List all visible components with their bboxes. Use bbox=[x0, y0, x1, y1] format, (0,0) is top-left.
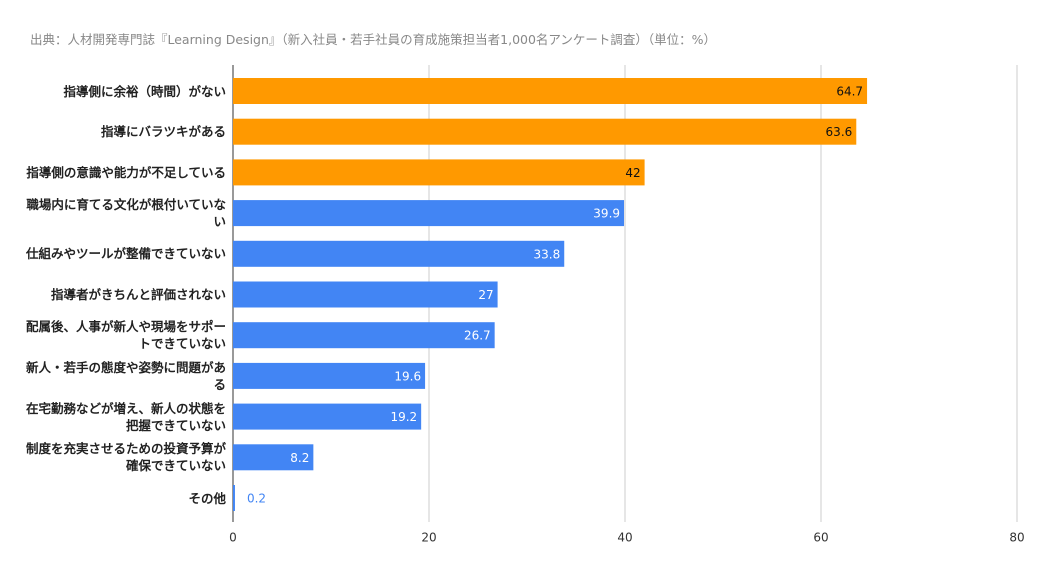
value-label: 8.2 bbox=[290, 451, 309, 465]
category-label: 配属後、人事が新人や現場をサポートできていない bbox=[26, 319, 227, 352]
bar bbox=[233, 322, 495, 349]
value-label: 0.2 bbox=[247, 492, 266, 506]
value-label: 26.7 bbox=[464, 329, 491, 343]
bar bbox=[233, 78, 868, 104]
value-label: 19.2 bbox=[390, 410, 417, 424]
category-label: 指導者がきちんと評価されない bbox=[50, 287, 226, 302]
category-label: その他 bbox=[188, 490, 226, 506]
x-tick-label: 80 bbox=[1009, 531, 1024, 545]
bar bbox=[233, 403, 422, 430]
bar bbox=[233, 444, 314, 471]
x-tick-label: 60 bbox=[813, 531, 828, 545]
bar bbox=[233, 281, 498, 308]
x-tick-label: 20 bbox=[421, 531, 436, 545]
bar bbox=[233, 200, 625, 227]
x-tick-label: 0 bbox=[229, 531, 237, 545]
value-label: 27 bbox=[478, 288, 493, 302]
category-label: 職場内に育てる文化が根付いていない bbox=[26, 197, 226, 230]
value-label: 42 bbox=[625, 166, 640, 180]
category-label: 指導側に余裕（時間）がない bbox=[63, 83, 226, 99]
chart-title: 出典：人材開発専門誌『Learning Design』（新入社員・若手社員の育成… bbox=[30, 32, 717, 47]
category-label: 制度を充実させるための投資予算が確保できていない bbox=[26, 441, 227, 474]
bar bbox=[233, 240, 565, 267]
category-label: 指導側の意識や能力が不足している bbox=[26, 164, 226, 180]
category-label: 仕組みやツールが整備できていない bbox=[26, 246, 227, 262]
value-label: 64.7 bbox=[836, 85, 863, 99]
value-label: 39.9 bbox=[593, 207, 620, 221]
bar bbox=[233, 485, 235, 511]
x-tick-label: 40 bbox=[617, 531, 632, 545]
category-label: 在宅勤務などが増え、新人の状態を把握できていない bbox=[26, 400, 227, 433]
value-label: 33.8 bbox=[534, 247, 561, 261]
bar bbox=[233, 362, 426, 389]
bar bbox=[233, 118, 857, 145]
value-label: 63.6 bbox=[826, 125, 853, 139]
category-label: 指導にバラツキがある bbox=[100, 124, 226, 140]
category-label: 新人・若手の態度や姿勢に問題がある bbox=[26, 359, 227, 392]
value-label: 19.6 bbox=[394, 369, 421, 383]
bar bbox=[233, 159, 645, 186]
